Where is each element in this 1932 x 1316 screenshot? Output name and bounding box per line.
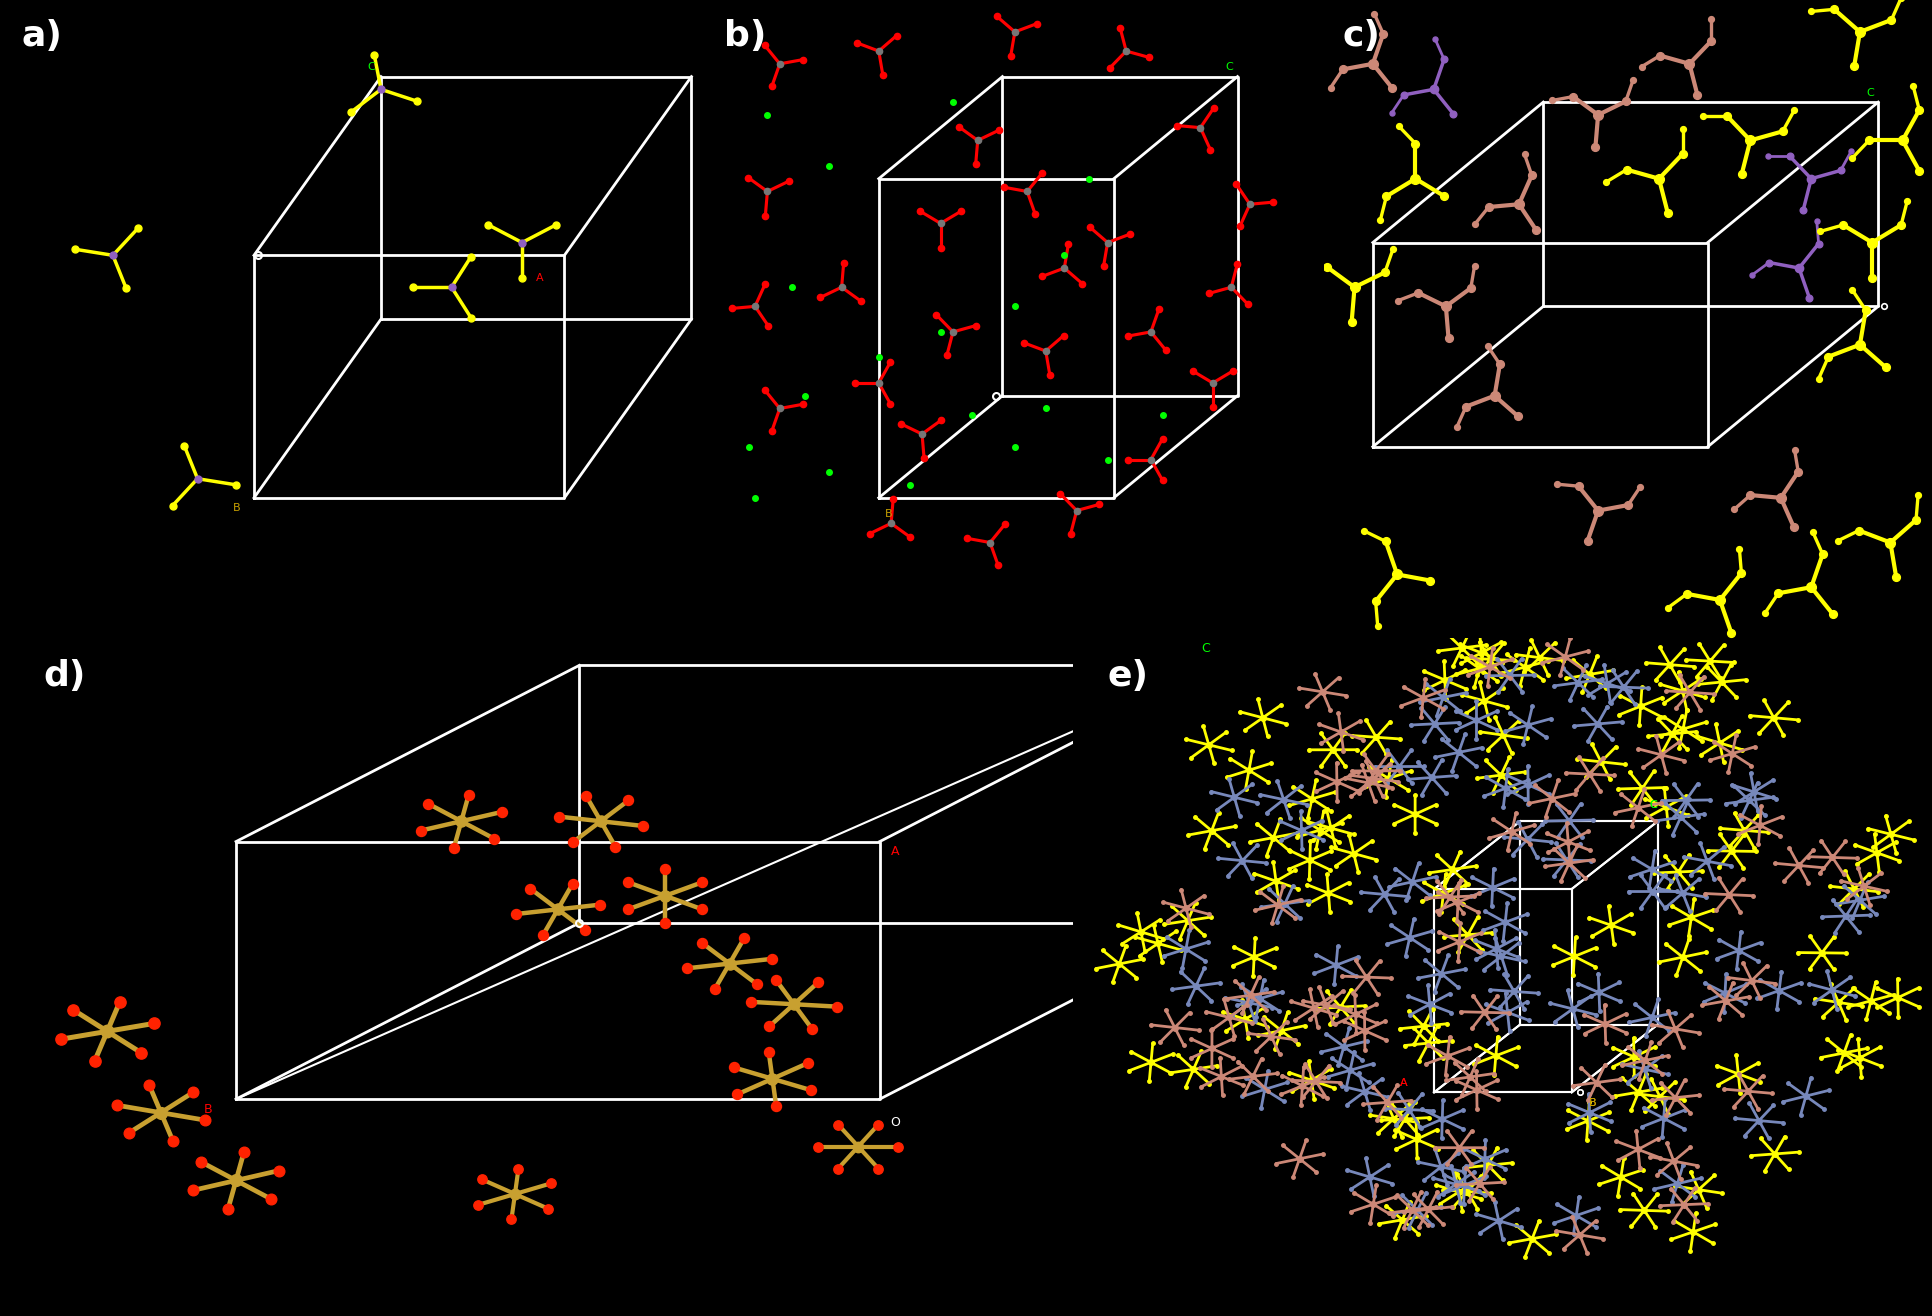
- Text: C: C: [1648, 800, 1656, 809]
- Text: C: C: [1225, 62, 1233, 72]
- Text: B: B: [885, 509, 893, 519]
- Text: b): b): [724, 20, 767, 53]
- Text: c): c): [1341, 20, 1379, 53]
- Text: d): d): [43, 658, 85, 692]
- Text: a): a): [21, 20, 62, 53]
- Text: C: C: [1202, 642, 1209, 655]
- Text: A: A: [891, 845, 898, 858]
- Text: A: A: [1399, 1078, 1406, 1087]
- Text: C: C: [1864, 88, 1872, 97]
- Text: C: C: [367, 62, 375, 72]
- Text: C: C: [1648, 800, 1656, 809]
- Text: B: B: [1588, 1098, 1596, 1108]
- Text: B: B: [232, 503, 240, 513]
- Text: A: A: [1399, 1078, 1406, 1087]
- Text: A: A: [535, 272, 543, 283]
- Text: B: B: [203, 1103, 213, 1116]
- Text: B: B: [1588, 1098, 1596, 1108]
- Text: O: O: [891, 1116, 900, 1129]
- Text: e): e): [1107, 658, 1148, 692]
